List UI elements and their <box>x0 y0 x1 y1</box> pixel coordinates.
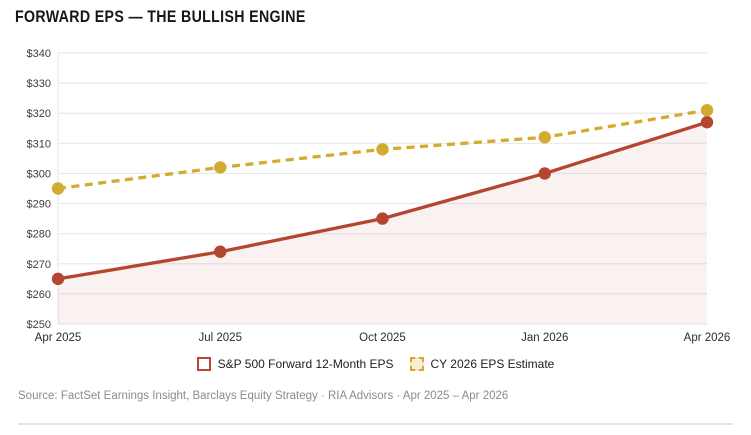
x-tick-label: Jan 2026 <box>521 332 568 344</box>
legend-label-sp500: S&P 500 Forward 12-Month EPS <box>217 357 394 371</box>
x-tick-label: Jul 2025 <box>199 332 242 344</box>
x-tick-label: Oct 2025 <box>359 332 406 344</box>
bottom-divider <box>18 423 733 425</box>
data-point <box>700 116 714 129</box>
data-point <box>538 131 551 144</box>
source-attribution: Source: FactSet Earnings Insight, Barcla… <box>18 390 509 402</box>
y-tick-label: $290 <box>27 199 51 211</box>
y-tick-label: $300 <box>27 168 51 180</box>
data-point <box>51 272 65 286</box>
y-tick-label: $320 <box>27 108 51 120</box>
data-point <box>376 212 389 225</box>
y-tick-label: $270 <box>27 259 51 271</box>
y-tick-label: $280 <box>27 229 51 241</box>
legend-item-cy2026-estimate: CY 2026 EPS Estimate <box>409 357 555 371</box>
legend-marker-cy2026-square-icon <box>409 357 424 371</box>
y-tick-label: $260 <box>27 289 51 301</box>
data-point <box>700 104 714 117</box>
x-tick-label: Apr 2025 <box>35 332 82 344</box>
y-tick-label: $330 <box>27 78 51 90</box>
eps-line-chart: $250 $260 $270 $280 $290 $300 $310 $320 $330 $340… <box>27 48 731 344</box>
data-point <box>538 167 551 180</box>
chart-title: FORWARD EPS — THE BULLISH ENGINE <box>15 8 306 26</box>
data-point <box>376 143 389 156</box>
chart-legend: S&P 500 Forward 12-Month EPS CY 2026 EPS… <box>0 357 751 371</box>
y-tick-label: $310 <box>27 138 51 150</box>
data-point <box>214 161 227 174</box>
y-tick-label: $250 <box>27 319 51 331</box>
x-tick-label: Apr 2026 <box>684 332 731 344</box>
y-tick-label: $340 <box>27 48 51 60</box>
legend-label-cy2026: CY 2026 EPS Estimate <box>430 357 555 371</box>
legend-marker-sp500-square-icon <box>196 357 211 371</box>
data-point <box>214 245 227 258</box>
data-point <box>51 182 65 195</box>
legend-item-sp500-forward-eps: S&P 500 Forward 12-Month EPS <box>196 357 394 371</box>
